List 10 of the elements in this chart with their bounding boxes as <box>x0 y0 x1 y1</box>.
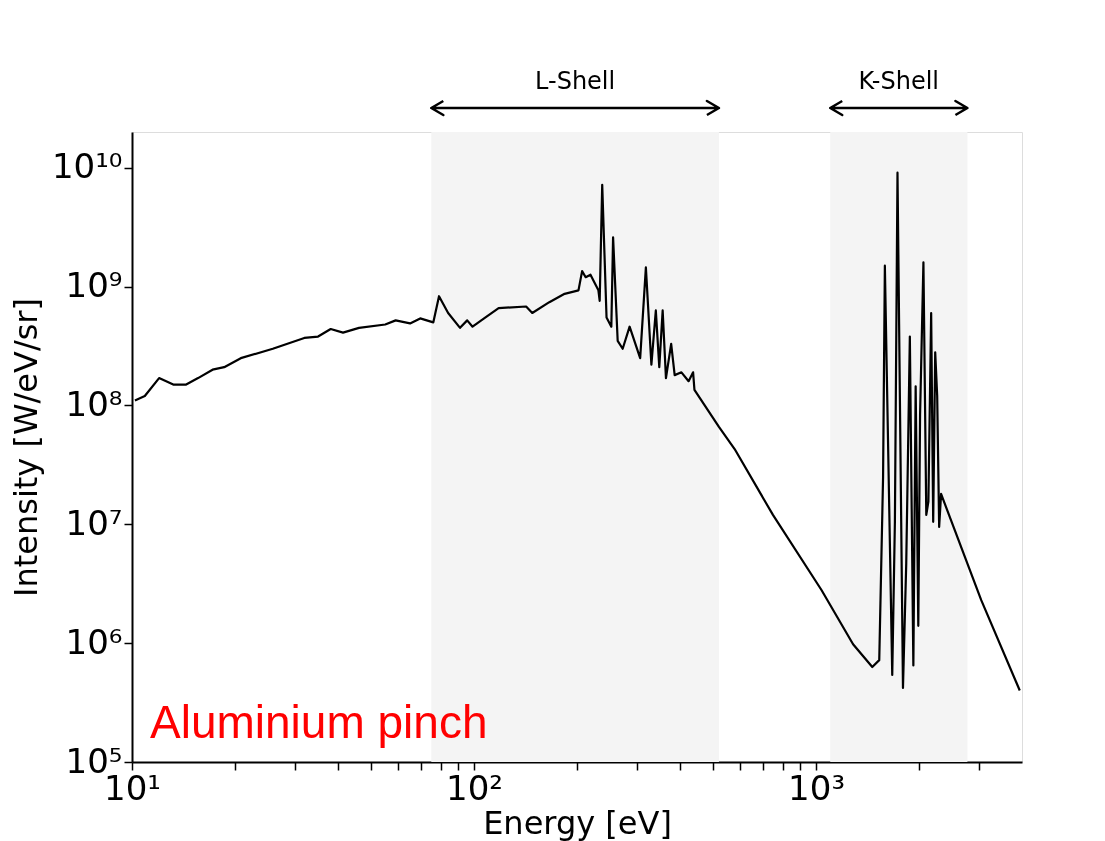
band-label: K-Shell <box>858 67 940 95</box>
y-tick-label: 10⁹ <box>65 265 123 306</box>
y-tick-label: 10⁶ <box>65 621 123 662</box>
y-tick-label: 10⁸ <box>65 383 123 424</box>
y-tick-label: 10¹⁰ <box>51 146 123 187</box>
y-axis-title: Intensity [W/eV/sr] <box>6 297 45 598</box>
x-tick-label: 10³ <box>788 767 846 808</box>
annotation: Aluminium pinch <box>150 696 488 748</box>
y-tick-label: 10⁷ <box>65 502 123 543</box>
band-label: L-Shell <box>535 67 616 95</box>
